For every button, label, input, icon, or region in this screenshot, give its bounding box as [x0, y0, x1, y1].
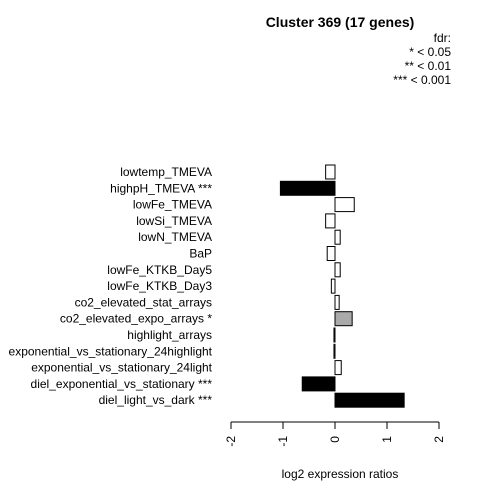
- bar: [326, 246, 336, 261]
- bar: [334, 311, 353, 327]
- category-label: exponential_vs_stationary_24light: [31, 361, 212, 375]
- chart-title: Cluster 369 (17 genes): [266, 14, 415, 30]
- category-labels: lowtemp_TMEVA highpH_TMEVA *** lowFe_TMEVA…: [9, 165, 213, 407]
- bar: [333, 343, 336, 359]
- bar: [334, 197, 355, 213]
- bar: [325, 213, 336, 229]
- x-tick-label: -1: [276, 436, 290, 447]
- category-label: BaP: [189, 247, 212, 261]
- x-tick-label: 2: [432, 436, 446, 443]
- bar: [334, 360, 342, 376]
- category-label: highpH_TMEVA ***: [110, 181, 212, 195]
- bar: [334, 229, 341, 245]
- x-tick-label: 1: [380, 436, 394, 443]
- legend-entry-3: *** < 0.001: [393, 73, 451, 87]
- category-label: lowFe_KTKB_Day5: [107, 263, 212, 277]
- legend-entry-2: ** < 0.01: [405, 59, 452, 73]
- category-label: exponential_vs_stationary_24highlight: [9, 344, 213, 358]
- x-axis-title: log2 expression ratios: [282, 467, 399, 481]
- legend: fdr: * < 0.05 ** < 0.01 *** < 0.001: [393, 31, 451, 87]
- category-label: lowFe_KTKB_Day3: [107, 279, 212, 293]
- legend-entry-1: * < 0.05: [409, 45, 451, 59]
- bar: [334, 294, 340, 310]
- bar: [325, 164, 336, 180]
- category-label: highlight_arrays: [127, 328, 212, 342]
- category-label: lowSi_TMEVA: [136, 214, 212, 228]
- bars-group: [279, 164, 405, 408]
- category-label: co2_elevated_expo_arrays *: [60, 312, 212, 326]
- category-label: lowFe_TMEVA: [133, 198, 212, 212]
- bar: [330, 278, 336, 294]
- x-axis: -2 -1 0 1 2: [224, 421, 446, 447]
- x-tick-label: 0: [328, 436, 342, 443]
- bar: [333, 327, 336, 343]
- bar: [334, 262, 341, 278]
- category-label: lowtemp_TMEVA: [120, 165, 212, 179]
- category-label: co2_elevated_stat_arrays: [75, 295, 212, 309]
- bar: [334, 392, 405, 408]
- legend-title: fdr:: [434, 31, 451, 45]
- category-label: diel_light_vs_dark ***: [99, 393, 213, 407]
- bar: [301, 376, 336, 392]
- bar: [279, 180, 336, 196]
- category-label: diel_exponential_vs_stationary ***: [31, 377, 213, 391]
- category-label: lowN_TMEVA: [138, 230, 212, 244]
- x-tick-label: -2: [224, 436, 238, 447]
